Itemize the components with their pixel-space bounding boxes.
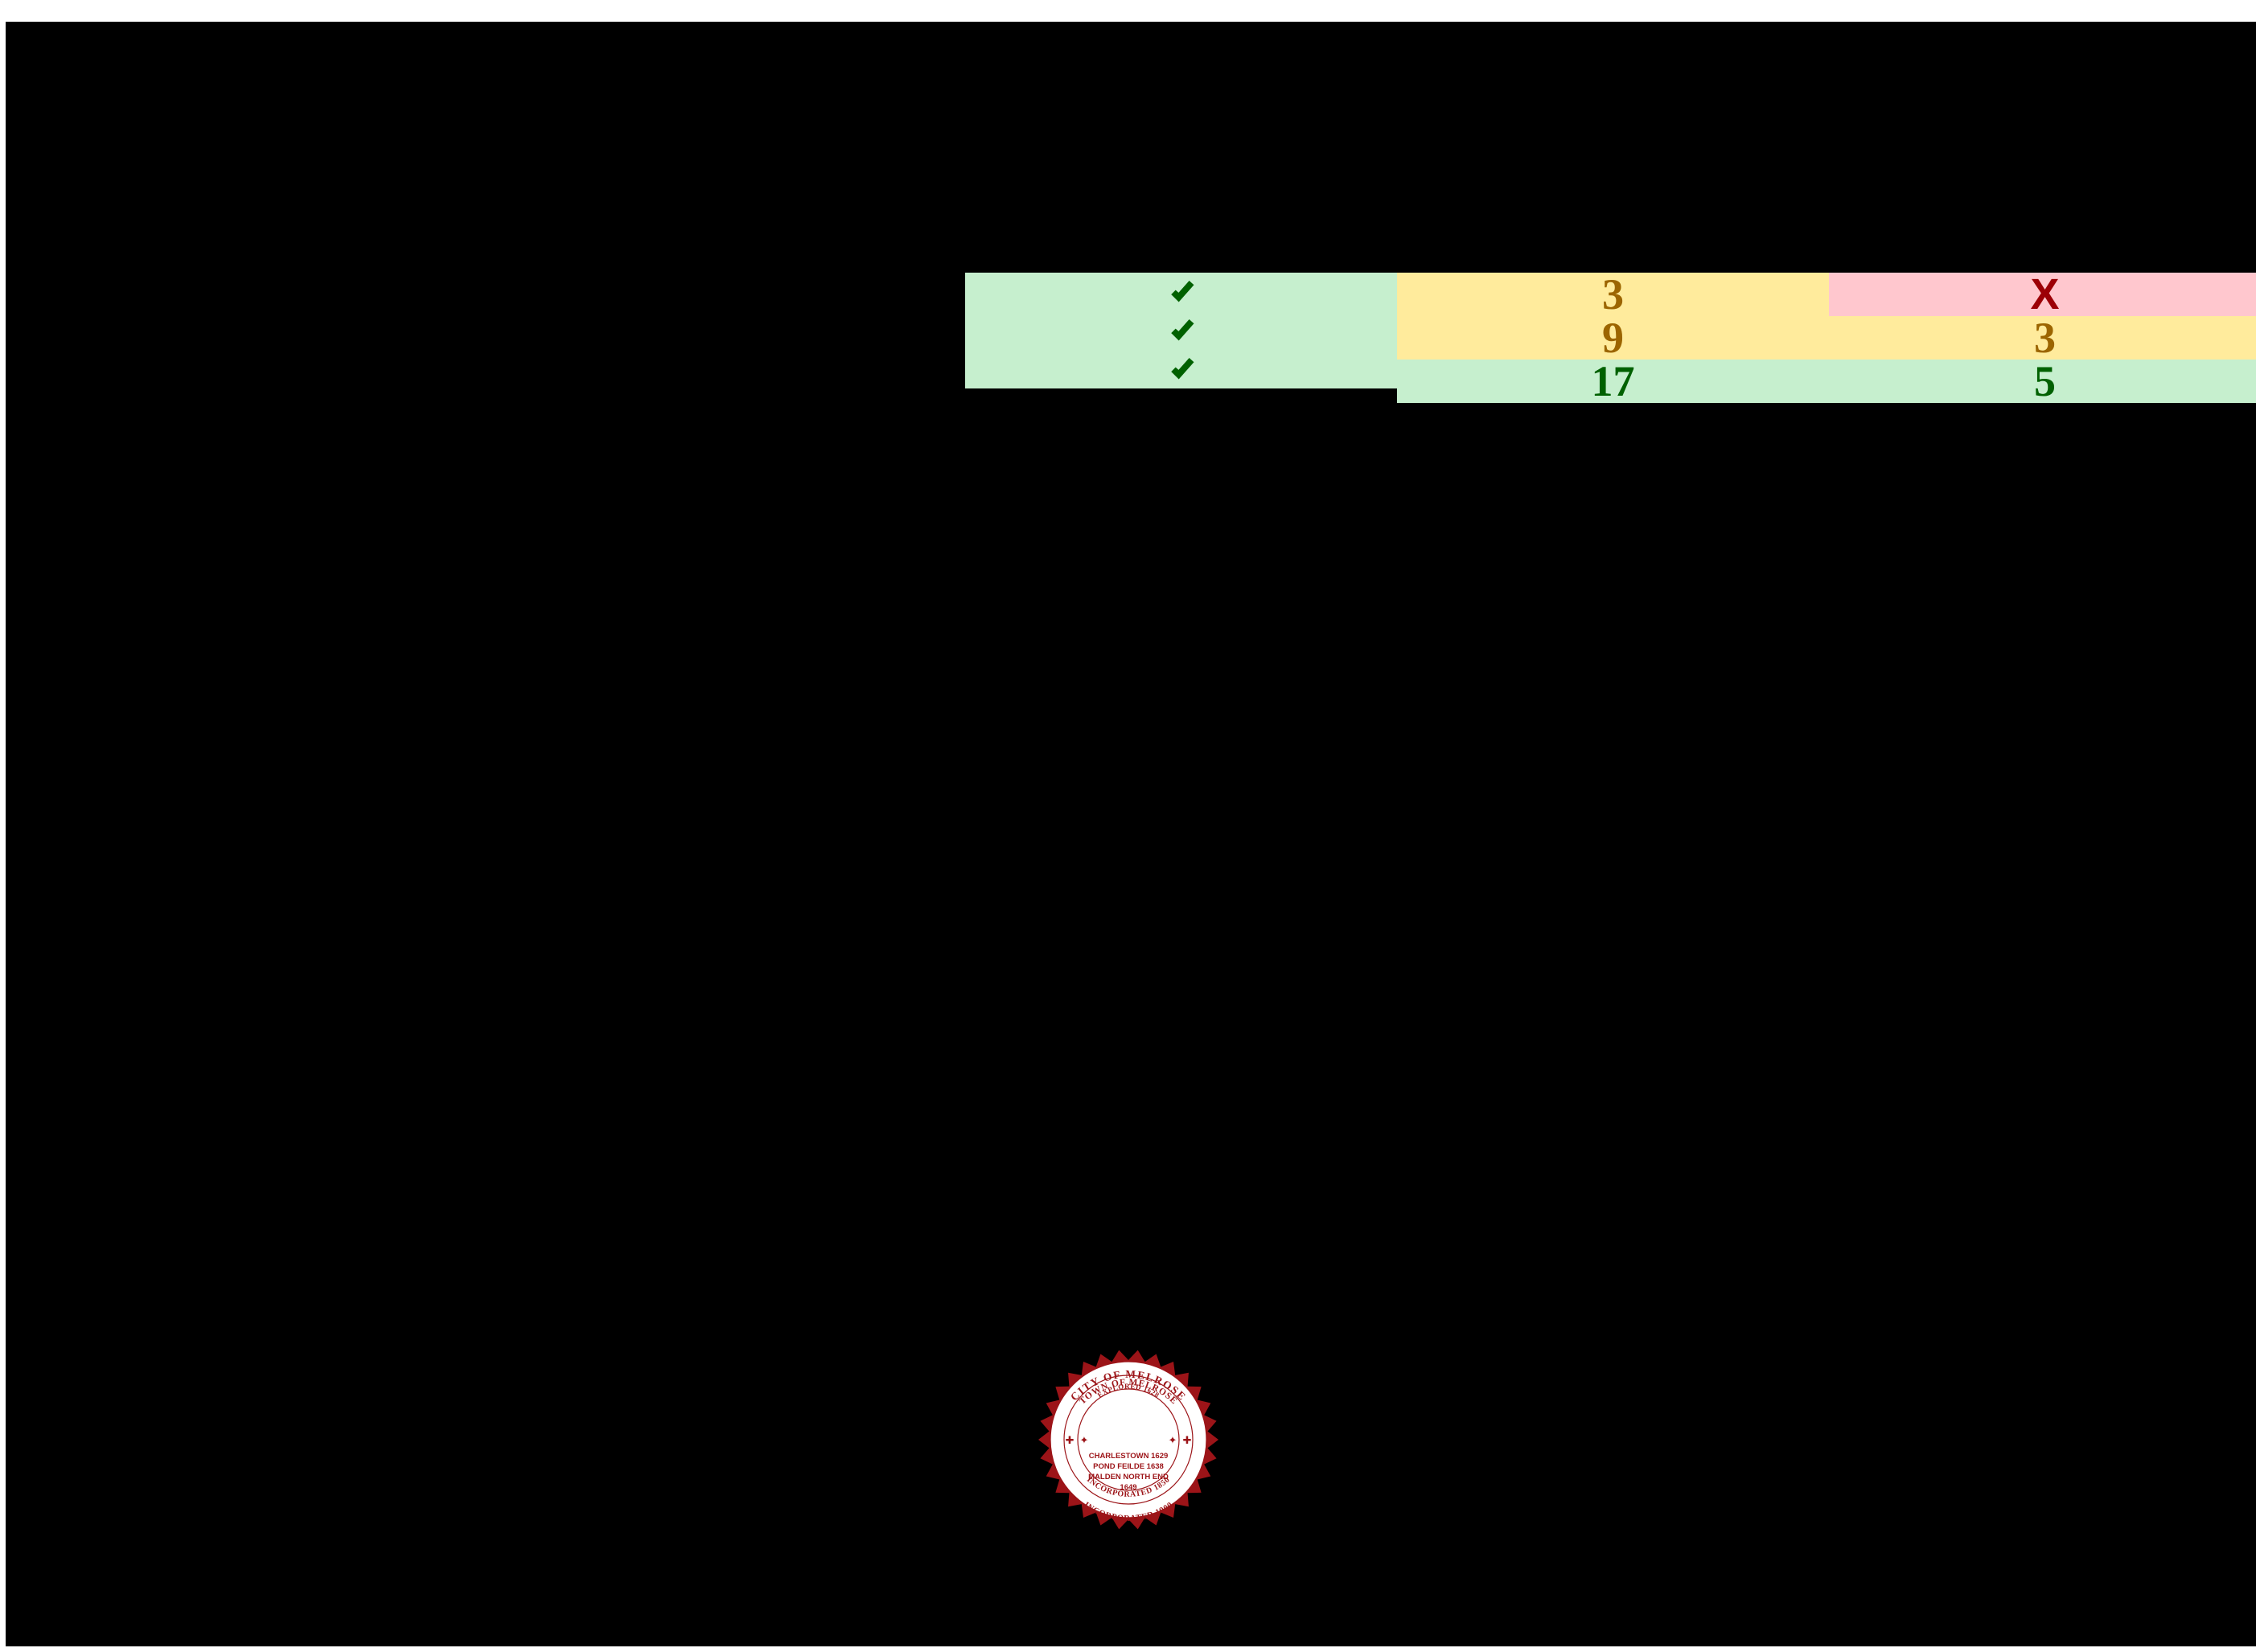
svg-text:✦: ✦: [1169, 1434, 1177, 1446]
svg-text:MALDEN NORTH END: MALDEN NORTH END: [1088, 1473, 1169, 1481]
svg-text:✚: ✚: [1066, 1434, 1075, 1446]
svg-text:CHARLESTOWN 1629: CHARLESTOWN 1629: [1089, 1452, 1169, 1461]
svg-text:✦: ✦: [1080, 1434, 1089, 1446]
svg-text:POND FEILDE 1638: POND FEILDE 1638: [1093, 1462, 1164, 1471]
svg-text:✚: ✚: [1183, 1434, 1192, 1446]
